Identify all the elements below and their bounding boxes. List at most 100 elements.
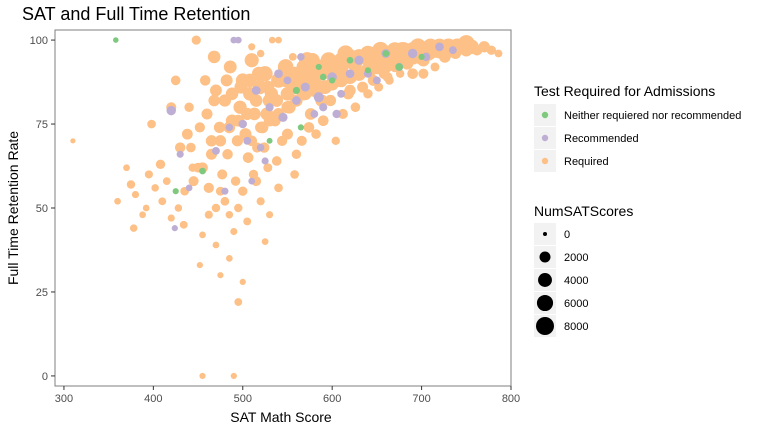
y-tick-label: 25 [36,287,48,299]
data-point [222,149,233,160]
data-point [211,203,221,213]
data-point [221,187,229,195]
data-point [194,122,205,133]
data-point [243,217,252,226]
data-point [271,156,282,166]
data-point [395,63,403,71]
data-point [113,37,119,43]
data-point [238,186,248,196]
data-point [248,177,256,185]
data-point [292,86,300,95]
data-point [139,211,146,219]
data-point [448,46,457,55]
data-point [494,49,503,58]
data-point [266,211,274,219]
data-point [256,197,265,206]
size-legend-title: NumSATScores [534,203,633,219]
data-points [70,35,503,380]
data-point [261,80,275,94]
data-point [297,124,304,131]
size-legend-swatch [539,251,551,263]
data-point [199,231,206,239]
data-point [188,176,199,187]
data-point [357,81,369,93]
data-point [310,110,319,118]
data-point [317,115,329,126]
data-point [223,60,237,74]
data-point [123,164,130,172]
data-point [184,102,194,112]
data-point [296,135,307,146]
data-point [305,52,320,68]
data-point [167,214,175,222]
data-point [382,50,390,57]
data-point [214,135,227,147]
data-point [297,53,305,61]
data-point [231,135,243,147]
data-point [185,184,193,192]
size-legend-label: 8000 [564,321,588,333]
x-tick-label: 600 [323,393,341,405]
data-point [239,278,246,285]
data-point [129,224,138,232]
data-point [457,35,475,52]
x-tick-label: 400 [144,393,162,405]
data-point [205,135,218,147]
data-point [263,163,273,173]
data-point [234,298,243,306]
data-point [407,68,418,79]
data-point [196,261,203,269]
data-point [407,48,418,59]
data-point [131,191,140,199]
data-point [225,87,239,101]
data-point [208,94,220,107]
data-point [225,210,234,219]
data-point [332,109,341,119]
size-legend-swatch [538,273,552,287]
data-point [174,204,183,212]
data-point [292,96,301,105]
data-point [114,197,121,205]
data-point [243,136,252,145]
data-point [346,56,354,64]
data-point [374,82,384,92]
data-point [186,142,196,153]
y-tick-label: 0 [42,371,48,383]
x-tick-label: 500 [234,393,252,405]
color-legend: Test Required for Admissions Neither req… [534,83,741,172]
data-point [199,372,206,380]
data-point [300,82,310,92]
data-point [126,180,136,189]
data-point [147,119,156,129]
data-point [372,76,381,85]
data-point [144,170,153,179]
data-point [249,94,263,107]
x-tick-label: 300 [55,393,73,405]
data-point [212,241,220,249]
x-axis-title: SAT Math Score [230,409,332,425]
data-point [234,36,242,44]
data-point [181,128,193,140]
data-point [421,52,431,62]
data-point [350,102,361,113]
data-point [311,129,321,139]
size-legend: NumSATScores 0 2000 4000 6000 8000 [534,203,633,337]
data-point [418,53,425,60]
data-point [230,227,238,236]
data-point [242,152,254,163]
data-point [248,169,259,180]
data-point [155,159,166,170]
chart-title: SAT and Full Time Retention [22,4,250,24]
data-point [151,184,159,192]
data-point [313,92,324,103]
data-point [230,372,237,380]
axis-ticks: 300 400 500 600 700 800 0 25 50 75 100 [30,35,521,405]
data-point [331,136,340,146]
data-point [385,76,394,85]
y-tick-label: 75 [36,119,48,131]
data-point [204,210,213,219]
y-axis-title: Full Time Retention Rate [5,131,21,285]
data-point [324,94,337,107]
data-point [486,45,497,55]
